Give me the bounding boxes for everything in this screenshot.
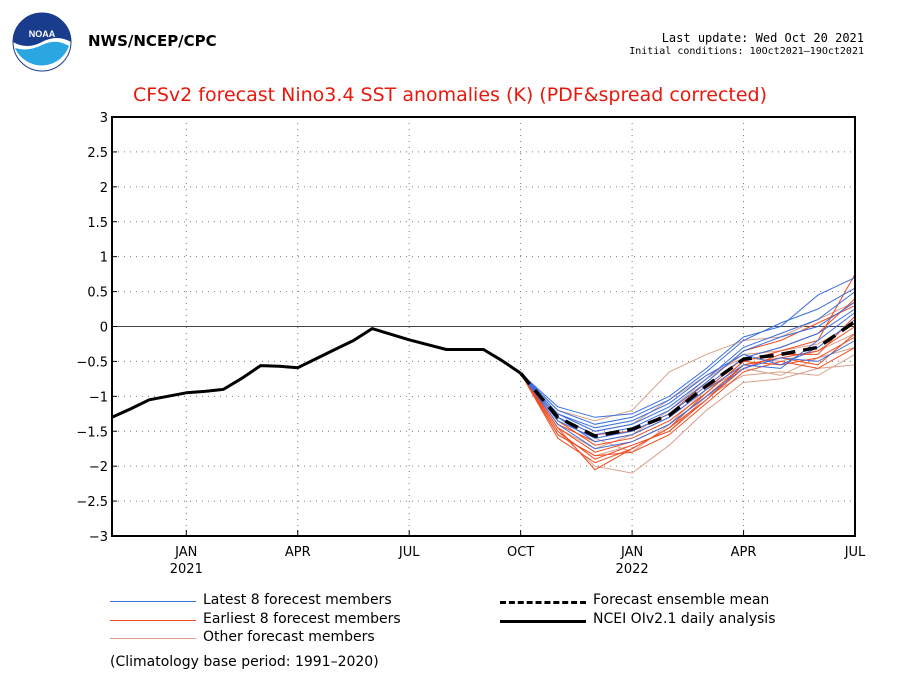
x-tick-label: JUL bbox=[398, 545, 420, 560]
climatology-note: (Climatology base period: 1991–2020) bbox=[110, 654, 379, 670]
x-tick-year-label: 2021 bbox=[170, 562, 203, 577]
x-tick-label: APR bbox=[285, 545, 311, 560]
noaa-logo-text: NOAA bbox=[29, 29, 56, 39]
legend-other-swatch bbox=[110, 638, 196, 639]
legend-analysis-label: NCEI OIv2.1 daily analysis bbox=[593, 611, 776, 627]
org-name: NWS/NCEP/CPC bbox=[88, 32, 217, 50]
latest-member-line bbox=[520, 312, 856, 443]
y-tick-label: −3 bbox=[89, 530, 108, 545]
x-tick-year-label: 2022 bbox=[616, 562, 649, 577]
legend-other-label: Other forecast members bbox=[203, 629, 375, 645]
analysis-line bbox=[111, 327, 522, 419]
initial-conditions: Initial conditions: 10Oct2021–19Oct2021 bbox=[629, 46, 864, 57]
x-tick-label: JUL bbox=[844, 545, 866, 560]
legend-earliest-label: Earliest 8 forecest members bbox=[203, 611, 401, 627]
y-tick-label: 2 bbox=[100, 181, 108, 196]
y-tick-label: 0.5 bbox=[87, 286, 108, 301]
y-tick-label: −0.5 bbox=[76, 355, 108, 370]
x-tick-label: APR bbox=[731, 545, 757, 560]
y-tick-label: 2.5 bbox=[87, 146, 108, 161]
legend-analysis-swatch bbox=[500, 620, 586, 623]
last-update: Last update: Wed Oct 20 2021 bbox=[661, 31, 864, 45]
latest-member-line bbox=[520, 319, 856, 429]
y-tick-label: 1 bbox=[100, 251, 108, 266]
other-member-line bbox=[520, 322, 856, 450]
y-tick-label: −2 bbox=[89, 460, 108, 475]
y-tick-label: 1.5 bbox=[87, 216, 108, 231]
y-tick-label: −1.5 bbox=[76, 425, 108, 440]
legend-mean-swatch bbox=[500, 601, 586, 604]
y-tick-label: 3 bbox=[100, 111, 108, 126]
latest-member-line bbox=[520, 277, 856, 418]
x-tick-label: JAN bbox=[174, 545, 197, 560]
legend-latest-swatch bbox=[110, 601, 196, 602]
x-tick-label: JAN bbox=[620, 545, 643, 560]
noaa-logo: NOAA bbox=[12, 12, 72, 72]
y-tick-label: 0 bbox=[100, 321, 108, 336]
ensemble-mean-line bbox=[519, 320, 856, 438]
latest-member-line bbox=[520, 340, 856, 450]
legend-mean-label: Forecast ensemble mean bbox=[593, 592, 770, 608]
y-tick-label: −2.5 bbox=[76, 495, 108, 510]
chart-title: CFSv2 forecast Nino3.4 SST anomalies (K)… bbox=[132, 84, 768, 106]
other-member-line bbox=[520, 301, 856, 422]
legend-earliest-swatch bbox=[110, 620, 196, 621]
legend-latest-label: Latest 8 forecest members bbox=[203, 592, 392, 608]
plot-frame bbox=[111, 116, 856, 537]
y-tick-label: −1 bbox=[89, 390, 108, 405]
latest-member-line bbox=[520, 291, 856, 432]
x-tick-label: OCT bbox=[507, 545, 534, 560]
latest-member-line bbox=[520, 287, 856, 425]
